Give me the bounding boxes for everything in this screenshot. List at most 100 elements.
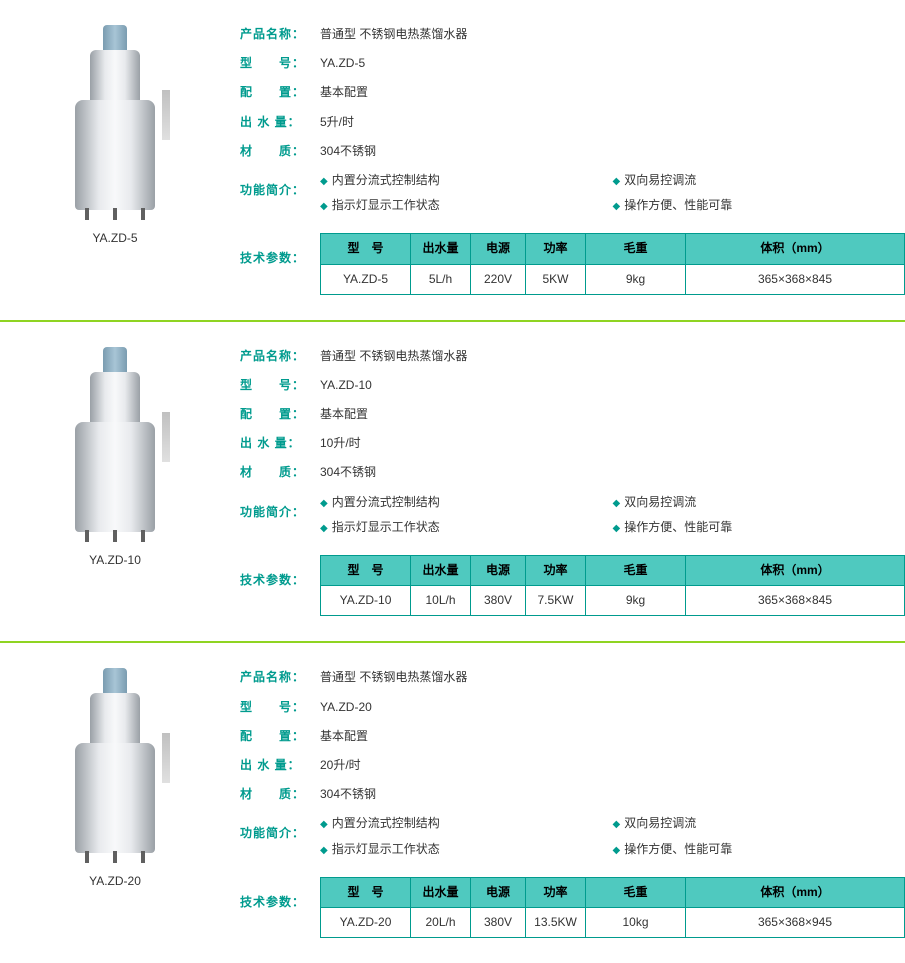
spec-label: 材 质： — [240, 785, 320, 804]
diamond-icon: ◆ — [613, 201, 621, 212]
spec-line-product-name: 产品名称： 普通型 不锈钢电热蒸馏水器 — [240, 668, 905, 687]
feature-item: ◆内置分流式控制结构 — [320, 814, 613, 833]
th-power-source: 电源 — [471, 877, 526, 907]
td-model: YA.ZD-20 — [321, 907, 411, 937]
diamond-icon: ◆ — [613, 498, 621, 509]
diamond-icon: ◆ — [613, 845, 621, 856]
feature-item: ◆操作方便、性能可靠 — [613, 196, 905, 215]
diamond-icon: ◆ — [613, 176, 621, 187]
spec-label: 功能简介： — [240, 171, 320, 221]
diamond-icon: ◆ — [613, 819, 621, 830]
td-volume: 365×368×845 — [686, 264, 905, 294]
th-power: 功率 — [526, 877, 586, 907]
feature-item: ◆双向易控调流 — [613, 171, 905, 190]
image-column: YA.ZD-10 — [0, 332, 230, 567]
td-model: YA.ZD-10 — [321, 586, 411, 616]
spec-label: 出 水 量： — [240, 756, 320, 775]
td-weight: 9kg — [586, 586, 686, 616]
spec-column: 产品名称： 普通型 不锈钢电热蒸馏水器 型 号： YA.ZD-10 配 置： 基… — [230, 332, 905, 627]
spec-value: YA.ZD-10 — [320, 376, 372, 395]
spec-line-config: 配 置： 基本配置 — [240, 405, 905, 424]
spec-label: 配 置： — [240, 405, 320, 424]
diamond-icon: ◆ — [320, 176, 328, 187]
spec-label: 功能简介： — [240, 814, 320, 864]
spec-label: 技术参数： — [240, 553, 320, 616]
spec-value: 304不锈钢 — [320, 142, 376, 161]
th-output: 出水量 — [411, 234, 471, 264]
product-image-label: YA.ZD-5 — [0, 231, 230, 245]
feature-item: ◆双向易控调流 — [613, 814, 905, 833]
spec-label: 技术参数： — [240, 231, 320, 294]
spec-value: 20升/时 — [320, 756, 361, 775]
spec-line-model: 型 号： YA.ZD-5 — [240, 54, 905, 73]
spec-table: 型 号 出水量 电源 功率 毛重 体积（mm） YA.ZD-20 20L/h 3… — [320, 877, 905, 938]
table-header-row: 型 号 出水量 电源 功率 毛重 体积（mm） — [321, 877, 905, 907]
spec-label: 产品名称： — [240, 25, 320, 44]
table-header-row: 型 号 出水量 电源 功率 毛重 体积（mm） — [321, 556, 905, 586]
tech-params-section: 技术参数： 型 号 出水量 电源 功率 毛重 体积（mm） YA.ZD-20 2… — [240, 875, 905, 938]
spec-value: 基本配置 — [320, 405, 368, 424]
th-model: 型 号 — [321, 556, 411, 586]
spec-value: 普通型 不锈钢电热蒸馏水器 — [320, 668, 467, 687]
spec-table: 型 号 出水量 电源 功率 毛重 体积（mm） YA.ZD-5 5L/h 220… — [320, 233, 905, 294]
spec-line-material: 材 质： 304不锈钢 — [240, 463, 905, 482]
feature-item: ◆内置分流式控制结构 — [320, 493, 613, 512]
product-block: YA.ZD-10 产品名称： 普通型 不锈钢电热蒸馏水器 型 号： YA.ZD-… — [0, 322, 905, 642]
tech-params-section: 技术参数： 型 号 出水量 电源 功率 毛重 体积（mm） YA.ZD-5 5L… — [240, 231, 905, 294]
td-power-source: 220V — [471, 264, 526, 294]
spec-table: 型 号 出水量 电源 功率 毛重 体积（mm） YA.ZD-10 10L/h 3… — [320, 555, 905, 616]
spec-label: 材 质： — [240, 142, 320, 161]
spec-line-output: 出 水 量： 5升/时 — [240, 113, 905, 132]
spec-line-product-name: 产品名称： 普通型 不锈钢电热蒸馏水器 — [240, 25, 905, 44]
spec-value: 5升/时 — [320, 113, 354, 132]
spec-column: 产品名称： 普通型 不锈钢电热蒸馏水器 型 号： YA.ZD-20 配 置： 基… — [230, 653, 905, 948]
spec-value: 基本配置 — [320, 727, 368, 746]
feature-item: ◆内置分流式控制结构 — [320, 171, 613, 190]
spec-line-model: 型 号： YA.ZD-10 — [240, 376, 905, 395]
feature-section: 功能简介： ◆内置分流式控制结构 ◆指示灯显示工作状态 ◆双向易控调流 ◆操作方… — [240, 814, 905, 864]
td-power: 7.5KW — [526, 586, 586, 616]
product-image-label: YA.ZD-10 — [0, 553, 230, 567]
td-power-source: 380V — [471, 907, 526, 937]
spec-label: 技术参数： — [240, 875, 320, 938]
spec-line-product-name: 产品名称： 普通型 不锈钢电热蒸馏水器 — [240, 347, 905, 366]
spec-label: 产品名称： — [240, 347, 320, 366]
td-output: 5L/h — [411, 264, 471, 294]
th-output: 出水量 — [411, 556, 471, 586]
spec-value: YA.ZD-5 — [320, 54, 365, 73]
th-power: 功率 — [526, 234, 586, 264]
product-block: YA.ZD-5 产品名称： 普通型 不锈钢电热蒸馏水器 型 号： YA.ZD-5… — [0, 0, 905, 320]
feature-item: ◆操作方便、性能可靠 — [613, 518, 905, 537]
spec-line-config: 配 置： 基本配置 — [240, 727, 905, 746]
th-output: 出水量 — [411, 877, 471, 907]
product-image — [55, 663, 175, 863]
spec-line-output: 出 水 量： 20升/时 — [240, 756, 905, 775]
td-volume: 365×368×845 — [686, 586, 905, 616]
feature-item: ◆操作方便、性能可靠 — [613, 840, 905, 859]
feature-item: ◆指示灯显示工作状态 — [320, 518, 613, 537]
spec-label: 出 水 量： — [240, 434, 320, 453]
spec-label: 型 号： — [240, 698, 320, 717]
th-weight: 毛重 — [586, 556, 686, 586]
spec-line-model: 型 号： YA.ZD-20 — [240, 698, 905, 717]
spec-label: 材 质： — [240, 463, 320, 482]
th-model: 型 号 — [321, 877, 411, 907]
product-image — [55, 342, 175, 542]
td-power-source: 380V — [471, 586, 526, 616]
spec-label: 配 置： — [240, 83, 320, 102]
td-weight: 10kg — [586, 907, 686, 937]
th-power-source: 电源 — [471, 234, 526, 264]
spec-value: 304不锈钢 — [320, 785, 376, 804]
td-power: 5KW — [526, 264, 586, 294]
td-model: YA.ZD-5 — [321, 264, 411, 294]
spec-value: YA.ZD-20 — [320, 698, 372, 717]
td-power: 13.5KW — [526, 907, 586, 937]
product-image-label: YA.ZD-20 — [0, 874, 230, 888]
feature-section: 功能简介： ◆内置分流式控制结构 ◆指示灯显示工作状态 ◆双向易控调流 ◆操作方… — [240, 493, 905, 543]
diamond-icon: ◆ — [320, 523, 328, 534]
image-column: YA.ZD-20 — [0, 653, 230, 888]
spec-value: 304不锈钢 — [320, 463, 376, 482]
td-output: 10L/h — [411, 586, 471, 616]
spec-label: 型 号： — [240, 376, 320, 395]
th-weight: 毛重 — [586, 234, 686, 264]
